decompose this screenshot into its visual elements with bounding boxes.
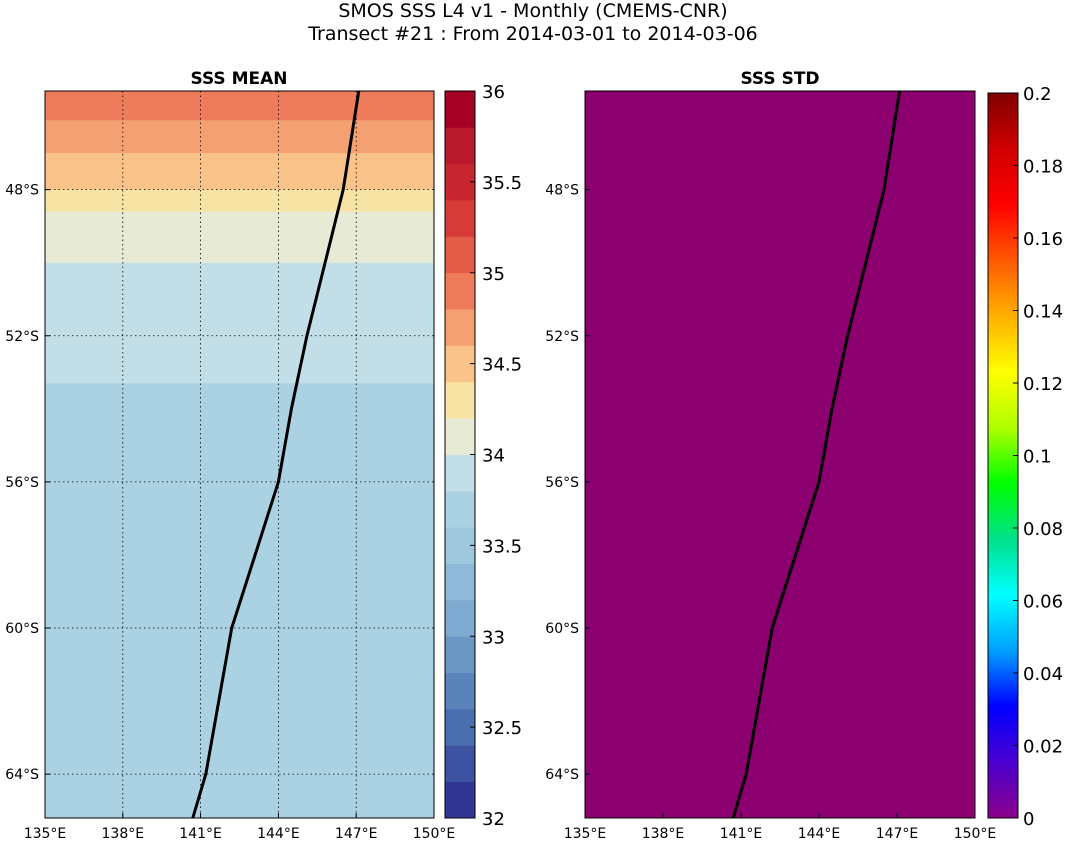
sss-mean-title: SSS MEAN <box>190 69 287 89</box>
sss-mean-colorbar-cell <box>445 127 475 165</box>
sss-mean-colorbar: 32 32.5 33 33.5 34 34.5 35 35.5 36 <box>444 82 522 830</box>
sss-std-colorbar-tick-label: 0.08 <box>1023 519 1063 540</box>
sss-std-frame <box>584 90 976 819</box>
sss-mean-colorbar-cell <box>445 454 475 492</box>
sss-mean-y-tick-label: 48°S <box>5 183 39 199</box>
sss-std-field <box>585 91 975 818</box>
sss-mean-x-tick-label: 150°E <box>413 826 456 842</box>
sss-std-panel: SSS STD 135°E 138°E 141°E 144°E 147°E 150°E 4… <box>545 69 996 842</box>
sss-mean-field <box>45 91 434 819</box>
sss-mean-colorbar-cell <box>445 672 475 710</box>
sss-std-x-tick-label: 150°E <box>954 826 997 842</box>
sss-std-colorbar-tick-label: 0.14 <box>1023 302 1063 323</box>
sss-std-x-tick-label: 135°E <box>564 826 607 842</box>
sss-mean-colorbar-cell <box>445 781 475 819</box>
sss-std-transect-line <box>731 90 902 819</box>
sss-std-colorbar-tick-label: 0.12 <box>1023 374 1063 395</box>
sss-mean-colorbar-cell <box>445 236 475 274</box>
sss-mean-band-2 <box>45 153 434 191</box>
sss-mean-colorbar-tick-label: 34 <box>482 446 505 467</box>
sss-mean-y-tick-label: 56°S <box>5 475 39 491</box>
sss-mean-colorbar-cell <box>445 200 475 237</box>
sss-mean-x-tick-label: 147°E <box>335 826 378 842</box>
sss-std-colorbar-tick-label: 0.02 <box>1023 737 1063 758</box>
sss-std-x-tick-label: 141°E <box>720 826 763 842</box>
sss-mean-colorbar-cell <box>445 381 475 419</box>
sss-mean-colorbar-cell <box>445 418 475 455</box>
sss-std-x-tick-label: 138°E <box>642 826 685 842</box>
sss-mean-colorbar-cell <box>445 490 475 528</box>
sss-mean-colorbar-tick-label: 32.5 <box>482 718 522 739</box>
sss-std-colorbar-tick-label: 0 <box>1023 809 1034 830</box>
sss-std-y-tick-label: 56°S <box>545 475 579 491</box>
sss-mean-panel: SSS MEAN 135°E 138°E 141°E 144°E 147°E 150°E … <box>5 69 455 842</box>
sss-mean-colorbar-cell <box>445 309 475 346</box>
sss-mean-band-3 <box>45 189 434 213</box>
sss-mean-colorbar-tick-label: 35 <box>482 264 505 285</box>
sss-mean-colorbar-tick-label: 36 <box>482 82 505 103</box>
sss-std-x-ticks: 135°E 138°E 141°E 144°E 147°E 150°E <box>564 813 997 842</box>
sss-mean-colorbar-cell <box>445 563 475 601</box>
sss-mean-x-ticks: 135°E 138°E 141°E 144°E 147°E 150°E <box>24 813 456 842</box>
sss-mean-band-4 <box>45 211 434 264</box>
sss-mean-band-1 <box>45 120 434 154</box>
figure-title-line2: Transect #21 : From 2014-03-01 to 2014-0… <box>308 23 758 45</box>
sss-mean-y-ticks: 48°S 52°S 56°S 60°S 64°S <box>5 183 50 783</box>
sss-mean-colorbar-cell <box>445 599 475 637</box>
sss-std-y-tick-label: 60°S <box>545 621 579 637</box>
sss-mean-y-tick-label: 64°S <box>5 767 39 783</box>
sss-mean-colorbar-tick-label: 35.5 <box>482 173 522 194</box>
figure-title-line1: SMOS SSS L4 v1 - Monthly (CMEMS-CNR) <box>338 0 728 22</box>
sss-std-colorbar-tick-label: 0.04 <box>1023 664 1063 685</box>
sss-std-colorbar-tick-label: 0.16 <box>1023 229 1063 250</box>
sss-mean-band-5 <box>45 262 434 384</box>
sss-mean-y-tick-label: 60°S <box>5 621 39 637</box>
sss-std-colorbar-tick-label: 0.2 <box>1023 84 1052 105</box>
sss-std-colorbar-tick-label: 0.18 <box>1023 157 1063 178</box>
sss-std-y-tick-label: 52°S <box>545 329 579 345</box>
sss-mean-frame <box>44 90 435 819</box>
sss-mean-x-tick-label: 138°E <box>102 826 145 842</box>
sss-mean-colorbar-tick-label: 34.5 <box>482 355 522 376</box>
sss-mean-x-tick-label: 135°E <box>24 826 67 842</box>
sss-mean-colorbar-cell <box>445 745 475 783</box>
sss-std-colorbar-tick-label: 0.1 <box>1023 447 1052 468</box>
sss-mean-colorbar-cell <box>445 636 475 673</box>
sss-mean-colorbar-tick-label: 32 <box>482 809 505 830</box>
sss-mean-x-tick-label: 141°E <box>179 826 222 842</box>
sss-mean-colorbar-tick-label: 33 <box>482 627 505 648</box>
sss-std-colorbar-tick-label: 0.06 <box>1023 592 1063 613</box>
sss-std-title: SSS STD <box>740 69 819 89</box>
sss-mean-colorbar-cell <box>445 272 475 310</box>
sss-std-y-ticks: 48°S 52°S 56°S 60°S 64°S <box>545 183 590 783</box>
sss-mean-band-0 <box>45 91 434 121</box>
sss-mean-grid <box>45 91 434 818</box>
sss-mean-y-tick-label: 52°S <box>5 329 39 345</box>
sss-mean-colorbar-cell <box>445 91 475 128</box>
sss-std-x-tick-label: 147°E <box>876 826 919 842</box>
sss-std-x-tick-label: 144°E <box>798 826 841 842</box>
sss-std-y-tick-label: 64°S <box>545 767 579 783</box>
sss-mean-colorbar-tick-label: 33.5 <box>482 536 522 557</box>
sss-mean-x-tick-label: 144°E <box>257 826 300 842</box>
sss-std-colorbar: 0 0.02 0.04 0.06 0.08 0.1 0.12 0.14 0.16 0.18 0.2 <box>987 84 1063 830</box>
sss-std-y-tick-label: 48°S <box>545 183 579 199</box>
sss-mean-transect-line <box>191 90 361 819</box>
